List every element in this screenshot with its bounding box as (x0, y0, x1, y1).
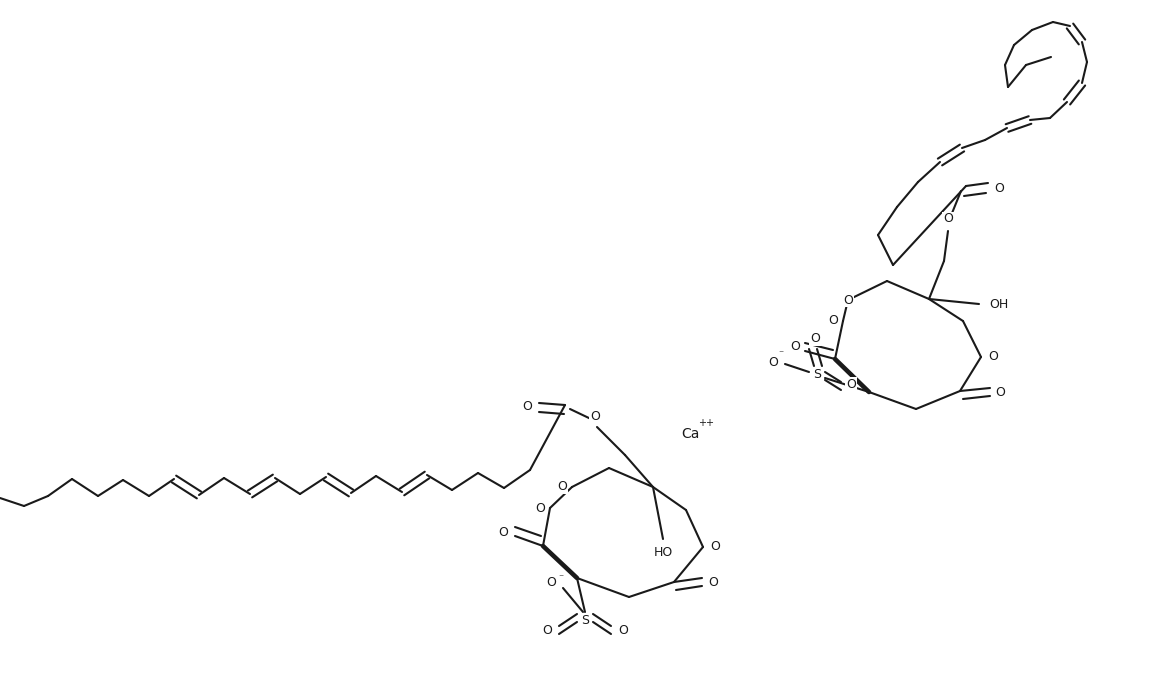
Text: ⁻: ⁻ (779, 349, 783, 359)
Text: OH: OH (990, 297, 1008, 310)
Text: O: O (590, 411, 600, 424)
Text: O: O (535, 501, 545, 514)
Text: O: O (790, 340, 799, 353)
Text: Ca: Ca (681, 427, 699, 441)
Text: S: S (813, 368, 821, 381)
Text: O: O (558, 481, 567, 494)
Text: O: O (810, 333, 820, 346)
Text: O: O (843, 293, 852, 306)
Text: O: O (846, 378, 856, 391)
Text: O: O (943, 213, 953, 226)
Text: O: O (619, 623, 628, 636)
Text: O: O (708, 576, 718, 589)
Text: O: O (543, 623, 552, 636)
Text: O: O (994, 181, 1003, 194)
Text: S: S (581, 614, 589, 627)
Text: O: O (768, 355, 778, 368)
Text: O: O (995, 387, 1005, 400)
Text: ++: ++ (698, 418, 714, 428)
Text: O: O (546, 576, 556, 589)
Text: O: O (828, 314, 838, 327)
Text: O: O (522, 400, 532, 413)
Text: O: O (988, 351, 998, 364)
Text: ⁻: ⁻ (559, 573, 563, 583)
Text: O: O (710, 541, 720, 554)
Text: HO: HO (653, 546, 673, 559)
Text: O: O (498, 526, 508, 539)
